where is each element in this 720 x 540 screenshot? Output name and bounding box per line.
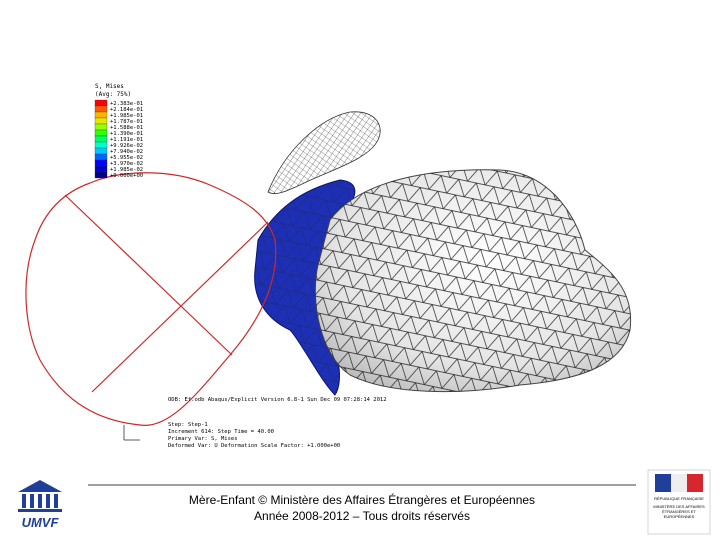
footer-line: Mère-Enfant © Ministère des Affaires Étr…: [188, 493, 536, 507]
odb-line: ODB: Ef.odb Abaqus/Explicit Version 6.8-…: [168, 397, 387, 403]
legend-swatch: [94, 105, 108, 113]
legend-swatch: [94, 153, 108, 161]
step-line: Deformed Var: U Deformation Scale Factor…: [168, 443, 340, 449]
legend-label: +9.926e-02: [110, 143, 143, 149]
legend-label: +0.000e+00: [110, 173, 143, 179]
legend-label: +2.184e-01: [110, 107, 143, 113]
legend-label: +1.985e-01: [110, 113, 143, 119]
outline-cross: [64, 194, 233, 356]
logo-right: RÉPUBLIQUE FRANÇAISE MINISTÈRE DES AFFAI…: [647, 469, 711, 535]
legend-swatch: [94, 123, 108, 131]
legend-label: +3.970e-02: [110, 161, 143, 167]
legend-swatch: [94, 111, 108, 119]
wireframe-shell: [267, 111, 381, 194]
legend-title: S, Mises: [95, 83, 124, 90]
legend-swatch: [94, 117, 108, 125]
legend-subtitle: (Avg: 75%): [95, 91, 131, 98]
legend: +2.383e-01+2.184e-01+1.985e-01+1.787e-01…: [94, 99, 143, 179]
legend-label: +5.955e-02: [110, 155, 143, 161]
legend-swatch: [94, 159, 108, 167]
legend-swatch: [94, 147, 108, 155]
logo-right-line2: MINISTÈRE DES AFFAIRES ÉTRANGÈRES ET EUR…: [653, 504, 705, 519]
legend-swatch: [94, 99, 108, 107]
logo-text: UMVF: [22, 515, 60, 530]
body-mesh: [315, 169, 631, 392]
legend-label: +1.787e-01: [110, 119, 143, 125]
legend-label: +7.940e-02: [110, 149, 143, 155]
legend-swatch: [94, 171, 108, 179]
legend-label: +2.383e-01: [110, 101, 143, 107]
logo-right-line1: RÉPUBLIQUE FRANÇAISE: [654, 496, 704, 501]
legend-swatch: [94, 135, 108, 143]
outline-cross: [91, 221, 269, 393]
legend-label: +1.985e-02: [110, 167, 143, 173]
step-line: Primary Var: S, Mises: [168, 436, 238, 442]
footer-line: Année 2008-2012 – Tous droits réservés: [254, 509, 470, 523]
footer: Mère-Enfant © Ministère des Affaires Étr…: [90, 492, 634, 524]
step-line: Increment 614: Step Time = 40.00: [168, 429, 274, 435]
step-line: Step: Step-1: [168, 422, 208, 428]
legend-swatch: [94, 141, 108, 149]
legend-swatch: [94, 165, 108, 173]
legend-label: +1.588e-01: [110, 125, 143, 131]
logo-left: UMVF: [18, 480, 62, 530]
legend-label: +1.191e-01: [110, 137, 143, 143]
axis-triad: [123, 425, 140, 441]
legend-label: +1.390e-01: [110, 131, 143, 137]
legend-swatch: [94, 129, 108, 137]
outline: [25, 172, 277, 426]
